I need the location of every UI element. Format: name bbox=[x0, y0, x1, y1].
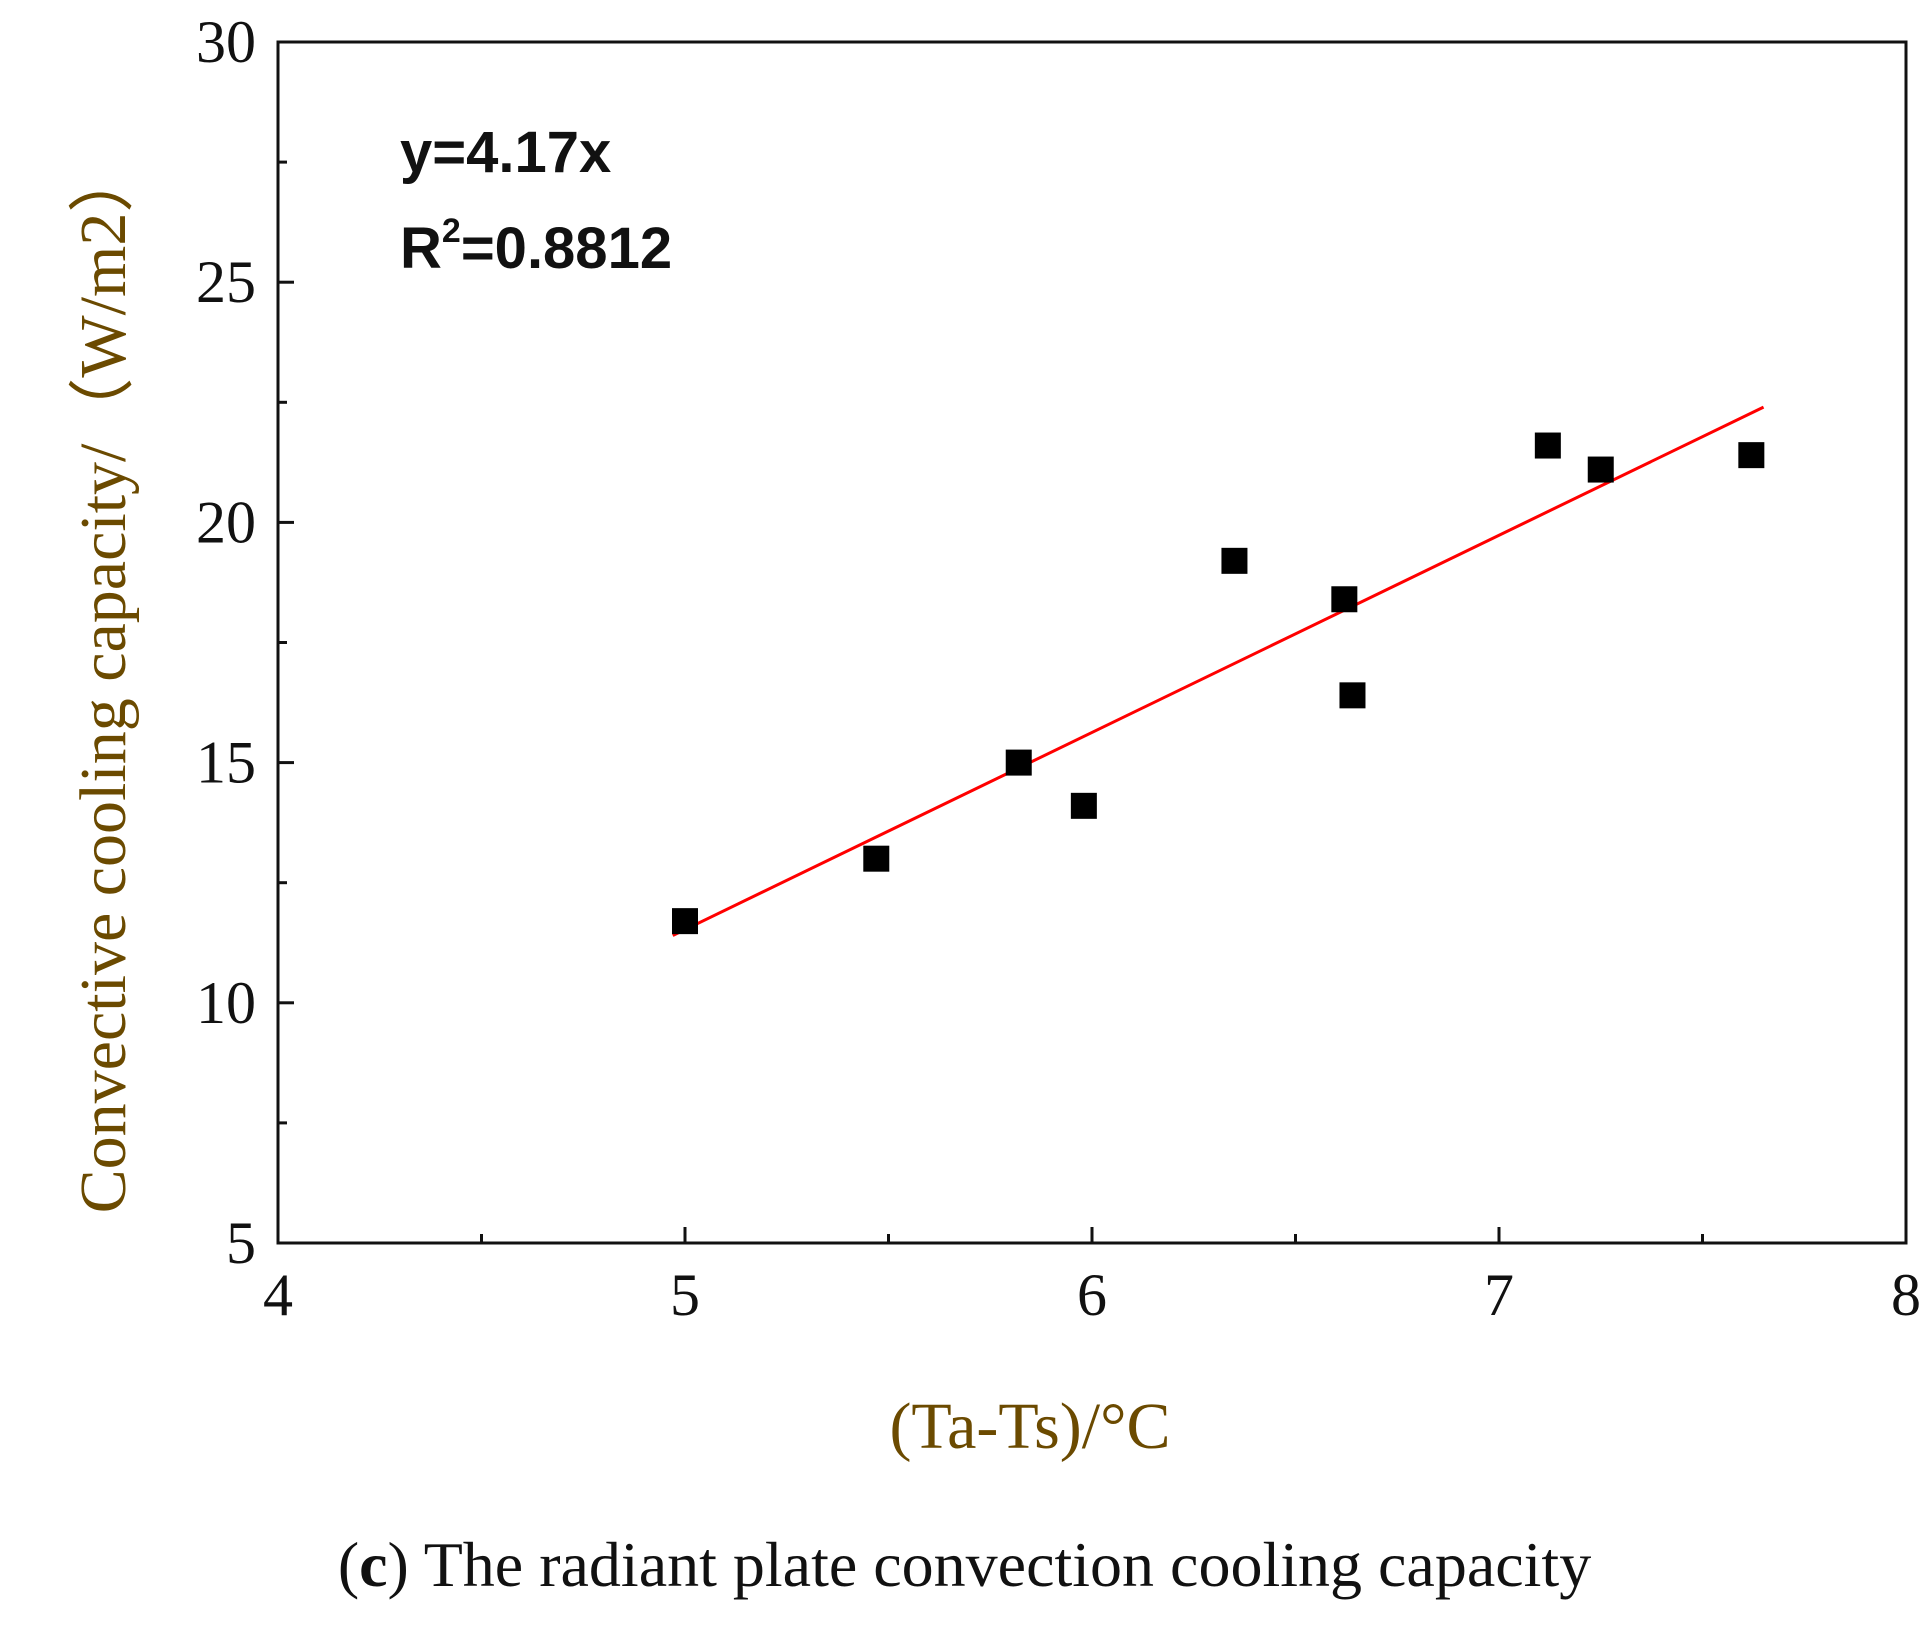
r-squared: R2=0.8812 bbox=[400, 212, 672, 281]
x-tick-label: 7 bbox=[1484, 1262, 1514, 1328]
r-squared-value: =0.8812 bbox=[461, 216, 672, 281]
y-tick-label: 5 bbox=[226, 1210, 256, 1276]
caption-label: c bbox=[359, 1529, 388, 1600]
data-point bbox=[863, 845, 890, 872]
data-point bbox=[1005, 749, 1032, 776]
y-tick-label: 25 bbox=[196, 249, 256, 315]
x-tick-label: 4 bbox=[263, 1262, 293, 1328]
y-tick-label: 15 bbox=[196, 730, 256, 796]
data-point bbox=[1221, 547, 1248, 574]
y-tick-label: 10 bbox=[196, 970, 256, 1036]
x-tick-label: 8 bbox=[1891, 1262, 1921, 1328]
r-squared-prefix: R bbox=[400, 216, 442, 281]
data-point bbox=[1339, 682, 1366, 709]
data-point bbox=[1070, 792, 1097, 819]
x-tick-label: 5 bbox=[670, 1262, 700, 1328]
figure-caption: (c) The radiant plate convection cooling… bbox=[337, 1529, 1592, 1600]
data-point bbox=[1331, 586, 1358, 613]
data-point bbox=[1587, 456, 1614, 483]
y-tick-label: 30 bbox=[196, 9, 256, 75]
y-axis-label: Convective cooling capacity/（W/m2） bbox=[67, 147, 140, 1214]
x-axis-label: (Ta-Ts)/°C bbox=[889, 1390, 1170, 1463]
r-squared-sup: 2 bbox=[442, 212, 461, 250]
y-tick-label: 20 bbox=[196, 489, 256, 555]
data-point bbox=[672, 908, 698, 935]
fit-line bbox=[672, 405, 1765, 937]
fit-equation: y=4.17x bbox=[400, 120, 611, 185]
data-point bbox=[1534, 432, 1561, 459]
x-tick-label: 6 bbox=[1077, 1262, 1107, 1328]
data-point bbox=[1738, 442, 1765, 469]
caption-text: The radiant plate convection cooling cap… bbox=[423, 1529, 1592, 1600]
